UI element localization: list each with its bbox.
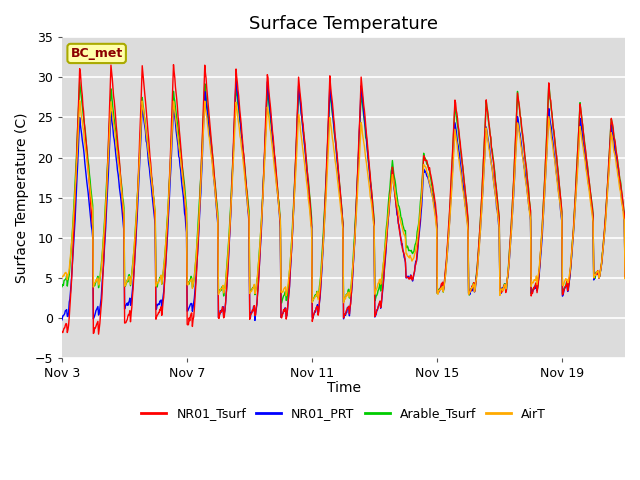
X-axis label: Time: Time (326, 381, 360, 395)
Text: BC_met: BC_met (70, 47, 123, 60)
Legend: NR01_Tsurf, NR01_PRT, Arable_Tsurf, AirT: NR01_Tsurf, NR01_PRT, Arable_Tsurf, AirT (136, 403, 551, 425)
Title: Surface Temperature: Surface Temperature (249, 15, 438, 33)
Y-axis label: Surface Temperature (C): Surface Temperature (C) (15, 112, 29, 283)
